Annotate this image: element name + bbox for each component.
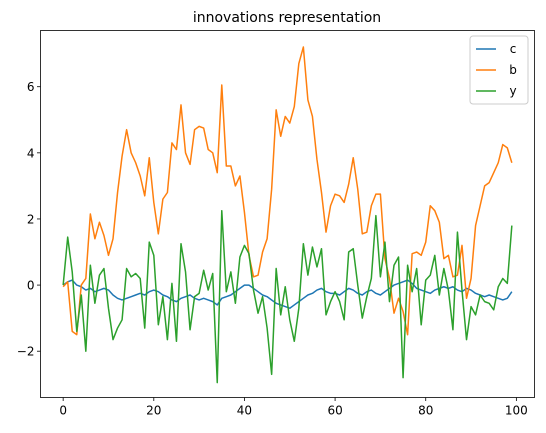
y-tick-label: 2 (27, 212, 35, 226)
x-tick-label: 0 (59, 404, 67, 418)
legend-label-c: c (510, 42, 517, 56)
axis-ticks: 0 20 40 60 80 100 −2 0 2 4 6 (17, 80, 528, 417)
legend-label-y: y (509, 84, 516, 98)
x-tick-label: 100 (505, 404, 528, 418)
y-tick-label: 0 (27, 279, 35, 293)
x-tick-label: 20 (146, 404, 161, 418)
x-tick-label: 80 (418, 404, 433, 418)
series-line-b (62, 46, 513, 336)
legend-label-b: b (509, 63, 517, 77)
legend-box (469, 35, 529, 105)
y-tick-label: 4 (27, 146, 35, 160)
x-tick-label: 60 (327, 404, 342, 418)
y-tick-label: 6 (27, 80, 35, 94)
axes-frame (40, 30, 535, 398)
series-line-y (62, 209, 513, 384)
x-tick-label: 40 (237, 404, 252, 418)
y-tick-label: −2 (17, 345, 35, 359)
chart-title: innovations representation (193, 10, 381, 26)
legend: cby (469, 35, 529, 105)
plot-area (62, 46, 513, 384)
